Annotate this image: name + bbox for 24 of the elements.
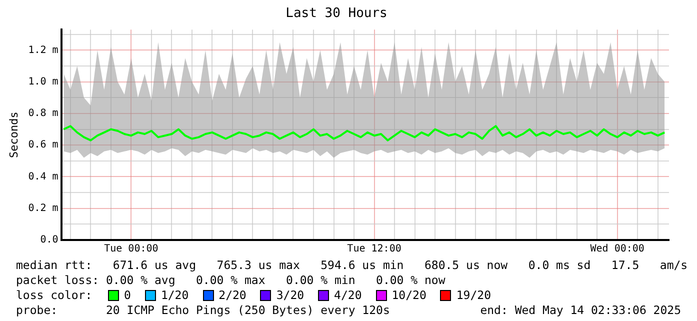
text: 19/20	[455, 288, 491, 303]
y-axis-title: Seconds	[7, 112, 20, 158]
y-tick-label: 0.0	[40, 234, 58, 246]
y-tick-label: 0.2 m	[28, 202, 58, 214]
y-tick-label: 1.0 m	[28, 76, 58, 88]
text: 10/20	[390, 288, 426, 303]
text: end: Wed May 14 02:33:06 2025	[480, 303, 681, 318]
text: 4/20	[333, 288, 362, 303]
y-tick-label: 0.6 m	[28, 140, 58, 151]
y-tick-label: 0.4 m	[28, 171, 58, 182]
x-tick-label: Tue 12:00	[347, 244, 402, 255]
x-tick-label: Tue 00:00	[104, 244, 158, 255]
text: packet loss: 0.00 % avg 0.00 % max 0.00 % min 0.00 % now	[16, 273, 446, 288]
x-tick-label: Wed 00:00	[590, 244, 644, 255]
y-tick-label: 1.2 m	[28, 44, 58, 56]
text: 2/20	[218, 288, 246, 303]
text: median rtt: 671.6 us avg 765.3 us max 594.6 us min 680.5 us now 0.0 ms sd 17.5 am/s	[16, 258, 689, 273]
text: 1/20	[160, 288, 189, 303]
text: 3/20	[275, 288, 304, 303]
chart-title: Last 30 Hours	[286, 6, 388, 22]
y-tick-label: 0.8 m	[28, 108, 58, 120]
text: 0	[123, 288, 131, 303]
text: loss color:	[16, 288, 94, 303]
text: probe: 20 ICMP Echo Pings (250 Bytes) every 120s	[16, 303, 390, 318]
